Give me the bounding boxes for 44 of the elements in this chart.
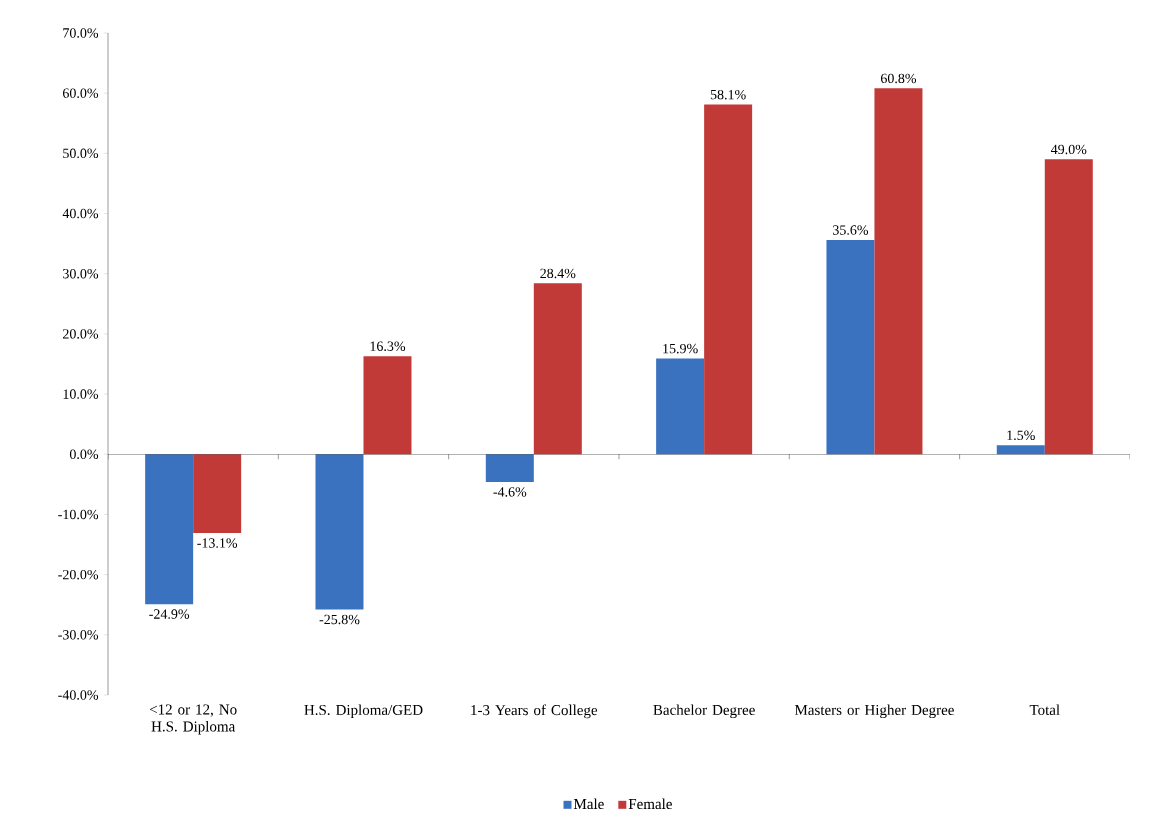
x-tick-label: 1-3 Years of College bbox=[471, 704, 598, 719]
y-tick-label: -40.0% bbox=[58, 690, 99, 700]
bar bbox=[145, 454, 194, 605]
data-label: -4.6% bbox=[493, 487, 527, 497]
data-label: -13.1% bbox=[197, 538, 238, 548]
y-tick-label: 60.0% bbox=[63, 88, 99, 98]
bar bbox=[485, 454, 534, 482]
data-label: 58.1% bbox=[710, 89, 746, 100]
bar bbox=[996, 445, 1045, 455]
bar bbox=[1044, 159, 1093, 455]
x-tick-label: Masters or Higher Degree bbox=[794, 704, 954, 719]
data-label: 35.6% bbox=[833, 225, 869, 235]
x-tick-label: Bachelor Degree bbox=[653, 704, 755, 719]
y-tick-label: -20.0% bbox=[58, 569, 99, 580]
y-tick-label: 10.0% bbox=[63, 389, 99, 399]
y-tick-label: 40.0% bbox=[62, 208, 99, 219]
bar bbox=[363, 356, 412, 455]
data-label: 60.8% bbox=[880, 73, 917, 84]
data-label: 16.3% bbox=[370, 341, 406, 351]
bar bbox=[533, 283, 582, 455]
legend-label: Male bbox=[573, 798, 604, 810]
bar bbox=[874, 88, 923, 455]
x-tick-label: <12 or 12, No H.S. Diploma bbox=[149, 704, 237, 735]
y-tick-label: 70.0% bbox=[63, 28, 99, 38]
data-label: -24.9% bbox=[149, 609, 190, 619]
y-tick-label: 20.0% bbox=[63, 329, 99, 339]
y-tick-label: 0.0% bbox=[69, 449, 99, 460]
data-label: -25.8% bbox=[319, 614, 360, 625]
x-tick-label: Total bbox=[1029, 704, 1060, 715]
bar bbox=[704, 104, 753, 455]
bar bbox=[193, 454, 242, 534]
data-label: 49.0% bbox=[1050, 144, 1087, 155]
data-label: 15.9% bbox=[663, 343, 698, 354]
y-tick-label: 50.0% bbox=[63, 148, 99, 159]
data-label: 28.4% bbox=[540, 268, 576, 279]
bar bbox=[826, 240, 875, 455]
bar bbox=[315, 454, 364, 610]
bar bbox=[656, 358, 705, 455]
y-tick-label: -30.0% bbox=[58, 630, 99, 640]
y-tick-label: -10.0% bbox=[58, 509, 99, 520]
legend-label: Female bbox=[628, 798, 672, 810]
x-tick-label: H.S. Diploma/GED bbox=[304, 704, 423, 719]
y-tick-label: 30.0% bbox=[63, 268, 99, 279]
data-label: 1.5% bbox=[1007, 430, 1035, 441]
